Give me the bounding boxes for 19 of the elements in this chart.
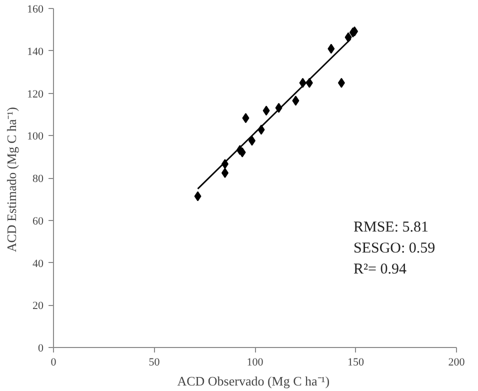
y-tick-label: 20 bbox=[32, 300, 44, 312]
y-tick-label: 80 bbox=[32, 173, 44, 185]
x-tick-label: 150 bbox=[348, 356, 364, 368]
annotation: SESGO: 0.59 bbox=[354, 240, 436, 256]
y-tick-label: 120 bbox=[27, 88, 44, 100]
annotation: RMSE: 5.81 bbox=[354, 220, 429, 236]
y-tick-label: 40 bbox=[32, 258, 44, 270]
x-axis-title: ACD Observado (Mg C ha⁻¹) bbox=[177, 374, 330, 388]
x-tick-label: 200 bbox=[448, 356, 466, 368]
x-tick-label: 50 bbox=[148, 356, 160, 368]
y-tick-label: 0 bbox=[38, 342, 44, 354]
x-tick-label: 0 bbox=[50, 356, 57, 368]
annotation: R²= 0.94 bbox=[354, 262, 407, 278]
y-tick-label: 160 bbox=[27, 4, 44, 16]
y-tick-label: 60 bbox=[32, 215, 44, 228]
x-tick-label: 100 bbox=[246, 356, 264, 368]
y-tick-label: 140 bbox=[27, 46, 44, 58]
y-tick-label: 100 bbox=[27, 130, 44, 143]
y-axis-title: ACD Estimado (Mg C ha⁻¹) bbox=[4, 107, 19, 252]
